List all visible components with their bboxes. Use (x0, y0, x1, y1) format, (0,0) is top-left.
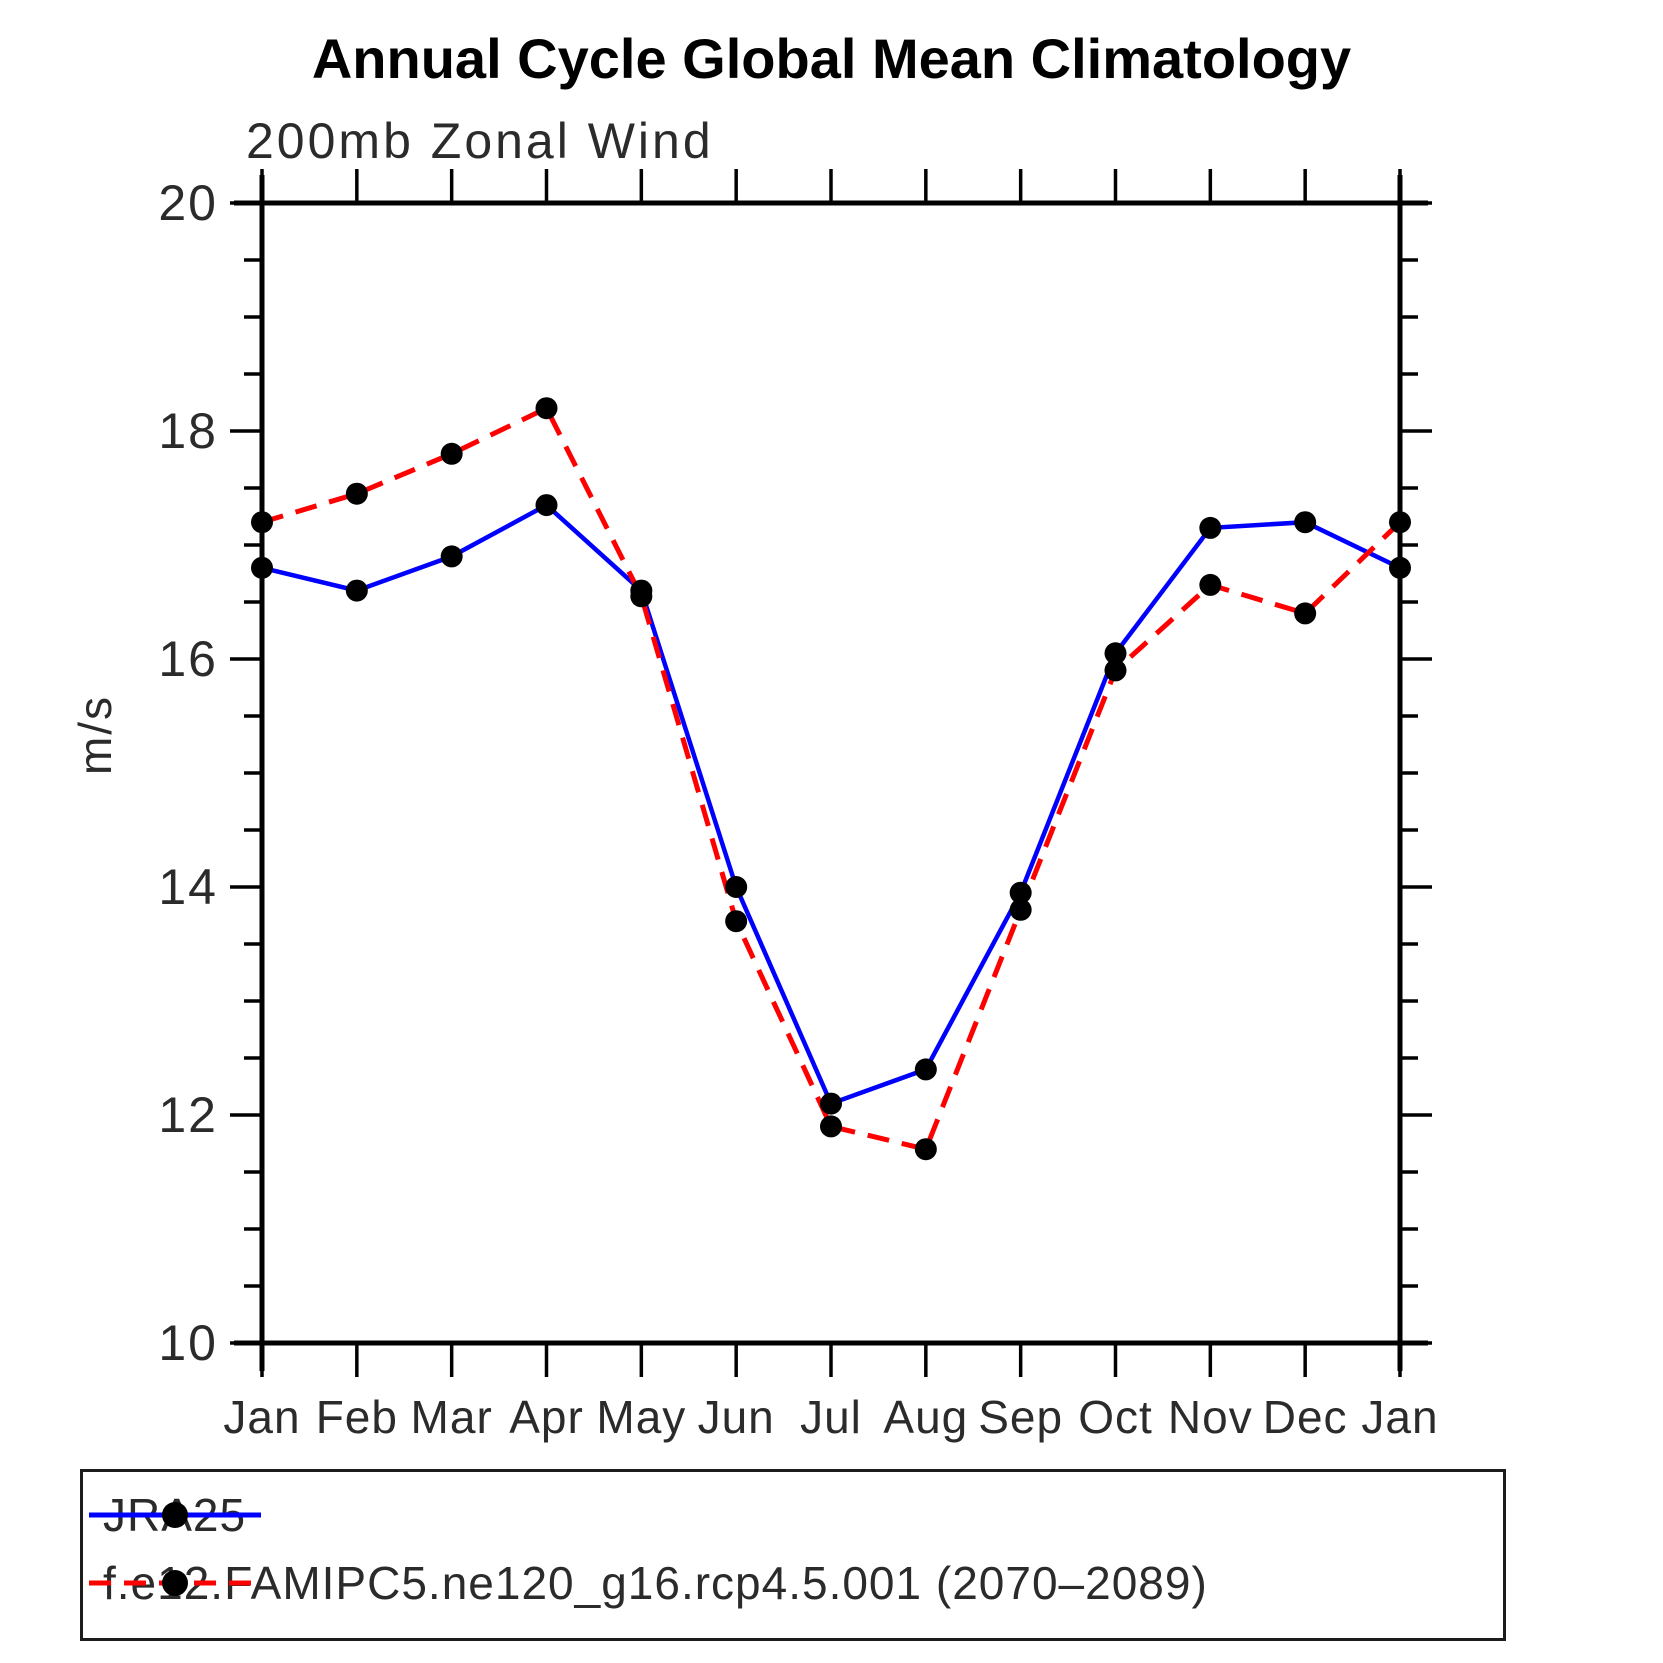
x-tick-label: Jul (800, 1391, 862, 1443)
y-tick-label: 20 (158, 175, 218, 231)
x-tick-label: Apr (509, 1391, 584, 1443)
series-line-0 (261, 502, 1401, 1107)
data-point-marker-s1-5 (725, 910, 748, 933)
legend-line-sample (89, 1502, 261, 1528)
data-point-marker-s0-3 (535, 494, 558, 517)
x-tick-label: Jan (1361, 1391, 1438, 1443)
data-point-marker-s0-11 (1294, 511, 1317, 534)
data-point-marker-s1-1 (345, 482, 368, 505)
data-point-marker-s0-0 (251, 556, 273, 579)
data-point-marker-s0-5 (725, 876, 748, 898)
chart-subtitle: 200mb Zonal Wind (246, 113, 714, 169)
data-point-marker-s0-1 (345, 579, 368, 602)
data-point-marker-s1-10 (1199, 573, 1222, 596)
data-point-marker-s1-8 (1009, 898, 1032, 921)
x-tick-label: May (596, 1391, 686, 1443)
data-point-marker-s0-8 (1009, 881, 1032, 904)
data-point-marker-s1-6 (820, 1115, 842, 1138)
data-point-marker-s0-2 (440, 545, 463, 568)
data-point-marker-s0-9 (1104, 642, 1127, 665)
data-point-marker-s1-4 (630, 585, 653, 608)
legend-line-sample (89, 1570, 261, 1596)
data-point-marker-s1-0 (251, 511, 273, 534)
legend-marker-dot (162, 1502, 188, 1528)
data-point-marker-s1-11 (1294, 602, 1317, 625)
x-tick-label: Oct (1078, 1391, 1153, 1443)
legend-marker-dot (162, 1570, 188, 1596)
x-tick-label: Sep (978, 1391, 1063, 1443)
legend-label: f.e12.FAMIPC5.ne120_g16.rcp4.5.001 (2070… (103, 1557, 1208, 1609)
series-line-1 (261, 404, 1402, 1153)
y-tick-label: 18 (158, 403, 218, 459)
data-point-marker-s0-10 (1199, 516, 1222, 539)
x-tick-label: Nov (1168, 1391, 1253, 1443)
data-point-marker-s1-9 (1104, 659, 1127, 682)
y-tick-label: 12 (158, 1087, 218, 1143)
x-tick-label: Jun (698, 1391, 775, 1443)
data-point-marker-s0-7 (914, 1058, 937, 1081)
data-point-marker-s1-12 (1389, 511, 1411, 534)
x-tick-label: Dec (1263, 1391, 1348, 1443)
y-tick-label: 16 (158, 631, 218, 687)
legend-row: f.e12.FAMIPC5.ne120_g16.rcp4.5.001 (2070… (89, 1557, 1208, 1609)
legend-row: JRA25 (89, 1489, 261, 1541)
y-tick-label: 10 (158, 1315, 218, 1371)
x-tick-label: Jan (223, 1391, 300, 1443)
data-point-marker-s1-3 (535, 397, 558, 420)
chart-title: Annual Cycle Global Mean Climatology (311, 27, 1352, 90)
x-tick-label: Mar (411, 1391, 493, 1443)
legend-box: JRA25 f.e12.FAMIPC5.ne120_g16.rcp4.5.001 … (80, 1469, 1506, 1641)
data-point-marker-s0-12 (1389, 556, 1411, 579)
data-point-marker-s0-6 (820, 1092, 842, 1115)
x-tick-label: Aug (883, 1391, 968, 1443)
data-point-marker-s1-7 (914, 1138, 937, 1161)
x-tick-label: Feb (316, 1391, 398, 1443)
data-point-marker-s1-2 (440, 442, 463, 465)
y-tick-label: 14 (158, 859, 218, 915)
